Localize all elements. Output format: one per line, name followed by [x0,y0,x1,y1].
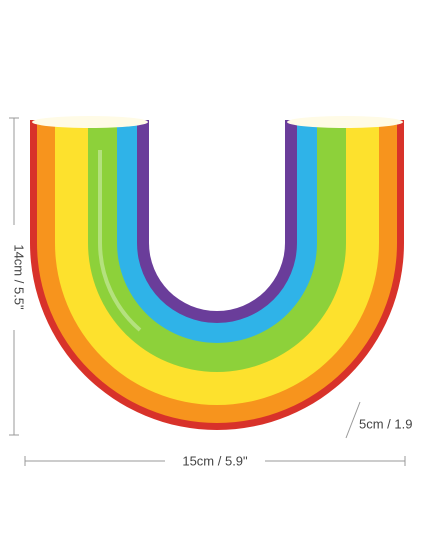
depth-dimension [345,401,361,439]
height-label: 14cm / 5.5" [12,244,27,310]
depth-label: 5cm / 1.9 [359,416,412,431]
label-bg [165,452,265,470]
width-label: 15cm / 5.9" [182,453,248,468]
rainbow-vase [30,116,404,430]
label-bg [5,225,23,330]
